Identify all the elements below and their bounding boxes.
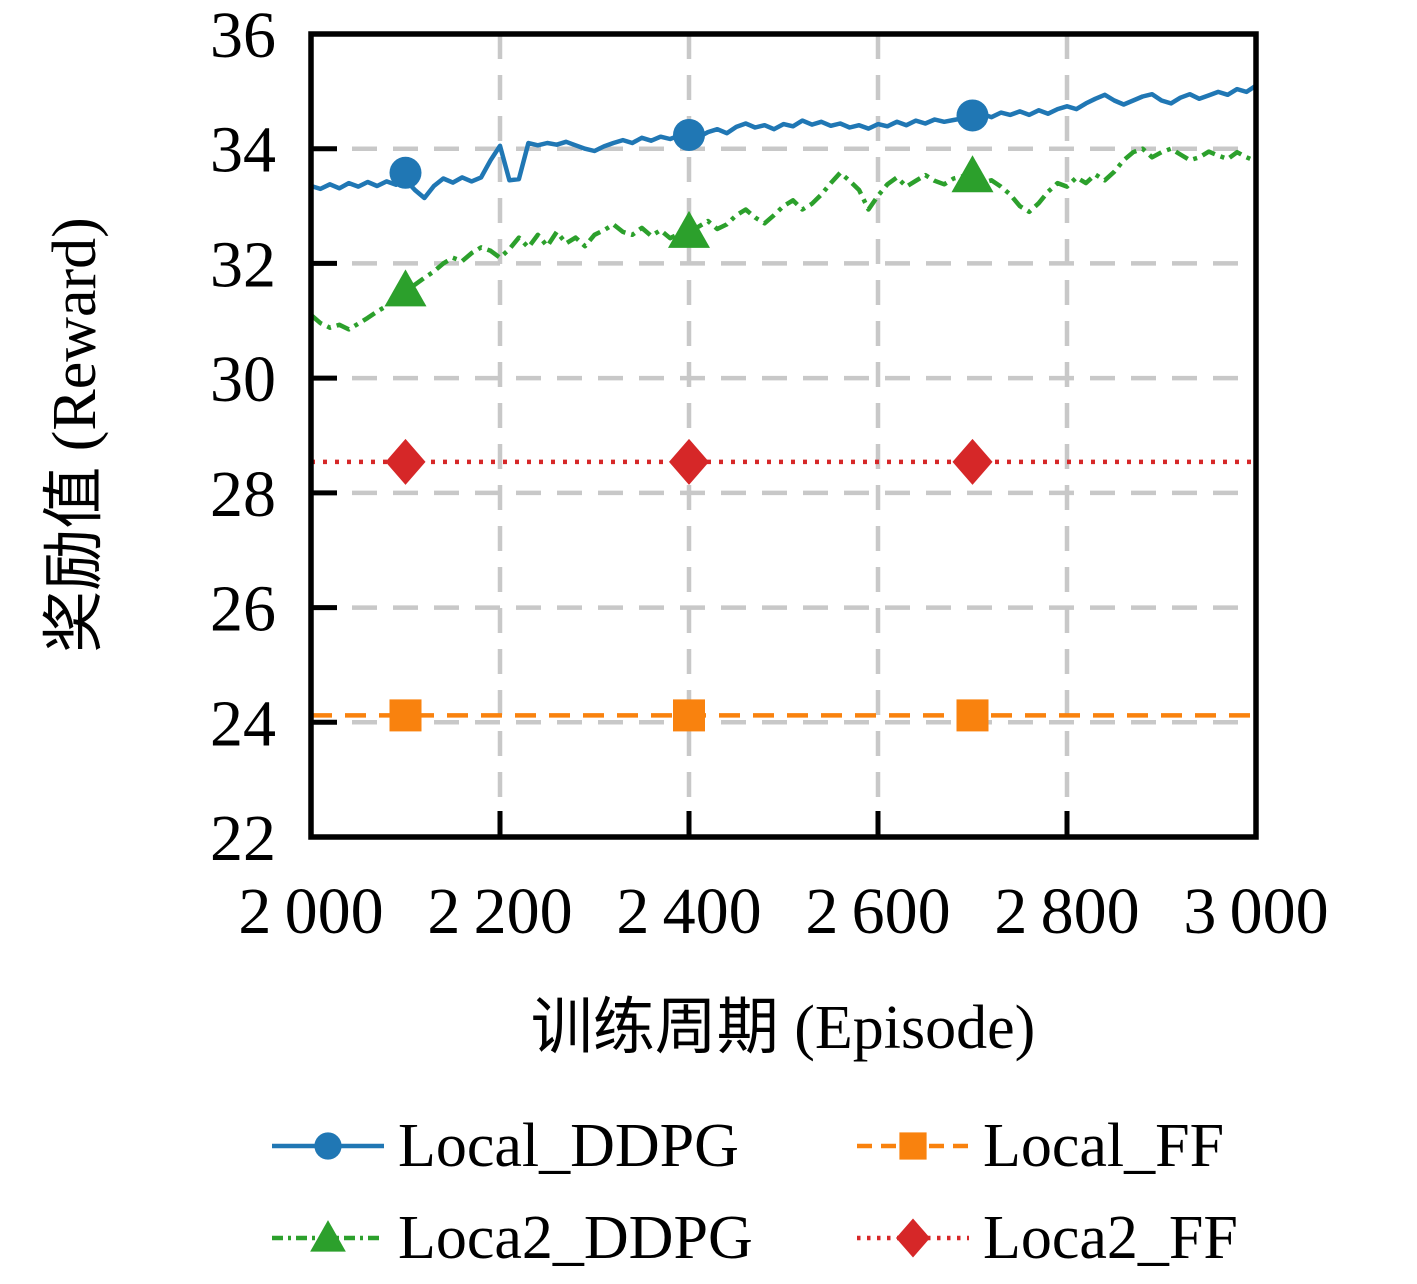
legend-swatch-loca2-ff-line-diamond-icon [857,1218,969,1258]
y-tick-label-32: 32 [210,228,276,301]
legend-marker-Local_DDPG [314,1132,342,1160]
x-tick-label-3000: 3 000 [1183,875,1328,948]
y-tick-label-22: 22 [210,802,276,875]
legend-label-loca2-ddpg: Loca2_DDPG [398,1204,753,1272]
plot-frame [308,31,1259,840]
marker-Local_FF-2400 [673,699,705,732]
x-tick-label-2000: 2 000 [238,875,383,948]
series-line-Local_DDPG [310,83,1258,201]
marker-Loca2_DDPG-2700 [951,155,994,193]
marker-Loca2_DDPG-2400 [668,210,710,248]
x-tick-label-2400: 2 400 [616,875,761,948]
x-tick-label-2600: 2 600 [805,875,950,948]
y-tick-label-34: 34 [210,114,276,187]
y-tick-label-28: 28 [210,458,276,531]
legend: Local_DDPG Local_FF Loca2_DDPG Loca2_FF [272,1100,1392,1284]
legend-label-local-ff: Local_FF [983,1112,1225,1180]
marker-Loca2_FF-2400 [669,438,709,485]
legend-item-loca2-ddpg: Loca2_DDPG [272,1203,857,1273]
legend-swatch-local-ddpg-line-circle-icon [272,1132,384,1160]
marker-Loca2_FF-2100 [385,438,426,485]
x-tick-label-2200: 2 200 [427,875,572,948]
y-tick-label-36: 36 [210,0,276,72]
marker-Loca2_FF-2700 [952,438,993,485]
x-tick-label-2800: 2 800 [994,875,1139,948]
x-axis-title: 训练周期 (Episode) [531,994,1036,1062]
legend-label-local-ddpg: Local_DDPG [398,1112,739,1180]
legend-marker-Local_FF [899,1132,927,1160]
legend-marker-Loca2_DDPG [310,1220,346,1252]
tick-layer [311,146,1070,837]
y-axis-title: 奖励值 (Reward) [41,217,109,653]
marker-Local_FF-2100 [389,699,422,732]
series-layer [309,83,1258,732]
tick-label-layer: 22 24 26 28 30 32 34 36 2 000 2 200 2 400 2 600 2 80… [210,0,1329,948]
series-line-Loca2_DDPG [309,146,1257,332]
y-tick-label-26: 26 [210,573,276,646]
legend-item-loca2-ff: Loca2_FF [857,1203,1392,1273]
legend-label-loca2-ff: Loca2_FF [983,1204,1238,1272]
legend-swatch-loca2-ddpg-line-triangle-icon [272,1220,384,1252]
plot-border [308,31,1259,840]
marker-Local_DDPG-2100 [389,156,422,189]
y-tick-label-24: 24 [210,687,276,760]
legend-marker-Loca2_FF [896,1218,930,1258]
legend-swatch-local-ff-line-square-icon [857,1132,969,1160]
legend-item-local-ff: Local_FF [857,1111,1392,1181]
legend-item-local-ddpg: Local_DDPG [272,1111,857,1181]
marker-Loca2_DDPG-2100 [384,269,427,307]
y-tick-label-30: 30 [210,343,276,416]
marker-Local_DDPG-2700 [956,99,989,132]
marker-Local_FF-2700 [956,699,989,732]
marker-Local_DDPG-2400 [673,118,705,151]
